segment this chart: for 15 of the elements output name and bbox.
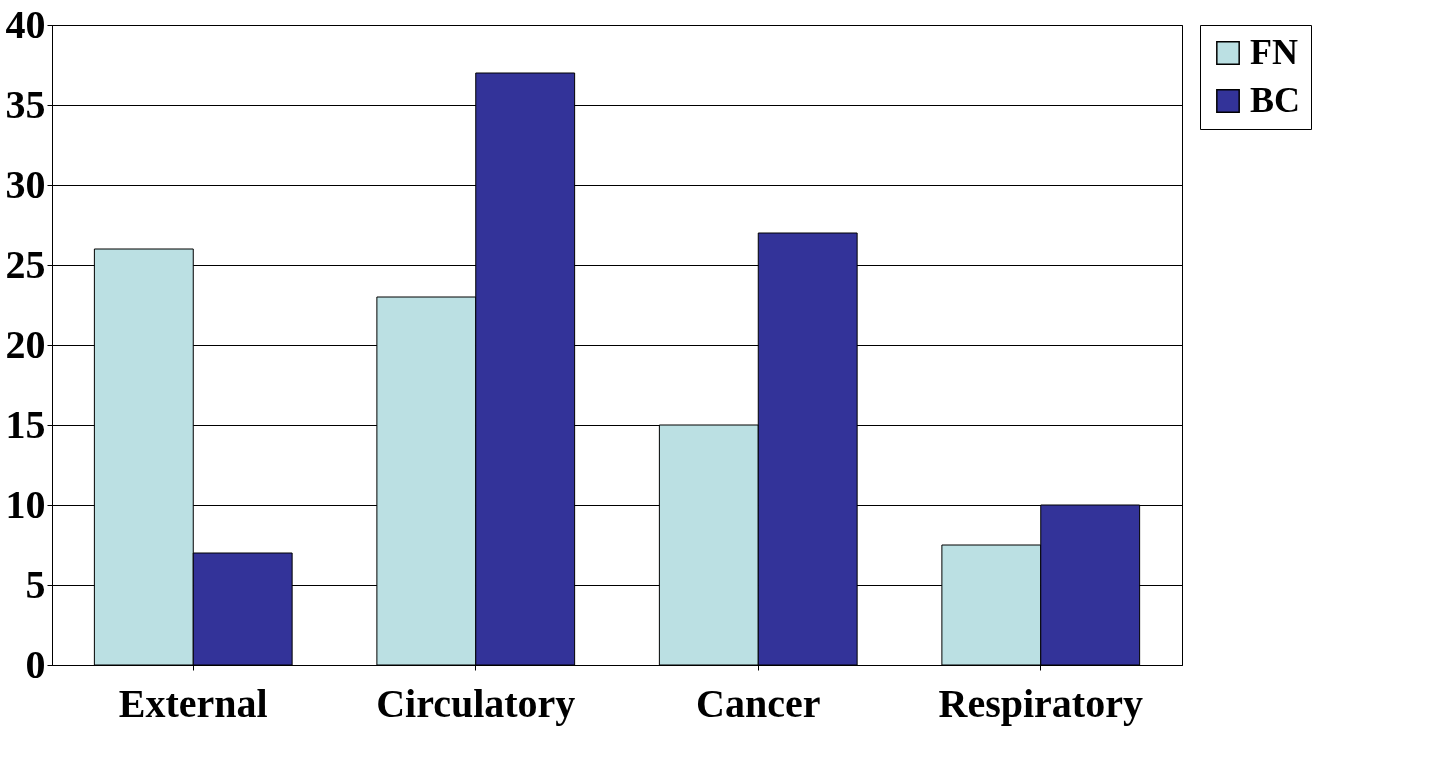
legend-label: BC — [1250, 80, 1301, 120]
legend-label: FN — [1250, 32, 1298, 72]
y-tick-label: 40 — [5, 1, 46, 47]
y-tick-label: 20 — [5, 321, 46, 367]
y-tick-label: 15 — [5, 401, 46, 447]
y-tick-label: 30 — [5, 161, 46, 207]
x-tick-label: Cancer — [696, 680, 821, 726]
y-tick-label: 25 — [5, 241, 46, 287]
y-tick-label: 0 — [25, 641, 46, 687]
y-tick-label: 5 — [25, 561, 46, 607]
x-tick-label: External — [118, 680, 268, 726]
y-tick-label: 10 — [5, 481, 46, 527]
y-tick-label: 35 — [5, 81, 46, 127]
x-tick-label: Circulatory — [376, 680, 576, 726]
x-tick-label: Respiratory — [938, 680, 1143, 726]
